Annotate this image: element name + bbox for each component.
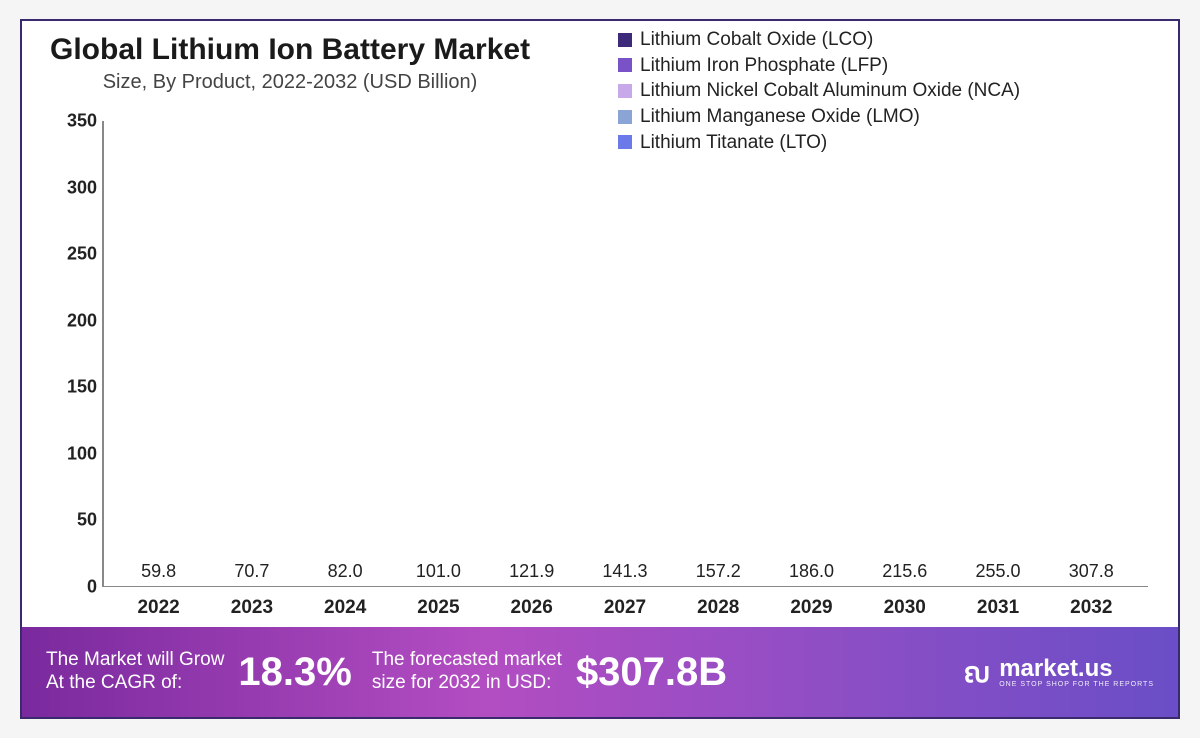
- chart-card: Global Lithium Ion Battery Market Size, …: [20, 19, 1180, 719]
- chart-title: Global Lithium Ion Battery Market: [50, 33, 530, 67]
- y-tick: 350: [47, 111, 97, 132]
- y-axis: 050100150200250300350: [47, 121, 97, 587]
- y-tick: 250: [47, 244, 97, 265]
- x-tick-label: 2026: [497, 597, 567, 619]
- bar-value-label: 82.0: [328, 561, 363, 582]
- y-tick: 50: [47, 510, 97, 531]
- brand-tagline: ONE STOP SHOP FOR THE REPORTS: [999, 681, 1154, 688]
- brand-name: market.us: [999, 657, 1154, 681]
- bar-value-label: 307.8: [1069, 561, 1114, 582]
- plot: 59.8 70.7 82.0 101.0 121.9 141.3 157.2 186.0 215…: [102, 121, 1148, 587]
- x-tick-label: 2023: [217, 597, 287, 619]
- footer-banner: The Market will GrowAt the CAGR of: 18.3…: [22, 627, 1178, 717]
- legend-label: Lithium Nickel Cobalt Aluminum Oxide (NC…: [640, 78, 1020, 104]
- forecast-value: $307.8B: [576, 650, 727, 695]
- legend-label: Lithium Cobalt Oxide (LCO): [640, 27, 873, 53]
- bar-value-label: 186.0: [789, 561, 834, 582]
- bar-value-label: 141.3: [602, 561, 647, 582]
- x-tick-label: 2025: [403, 597, 473, 619]
- legend-swatch: [618, 84, 632, 98]
- legend-swatch: [618, 33, 632, 47]
- brand-text: market.us ONE STOP SHOP FOR THE REPORTS: [999, 657, 1154, 688]
- legend-item: Lithium Nickel Cobalt Aluminum Oxide (NC…: [618, 78, 1158, 104]
- x-tick-label: 2024: [310, 597, 380, 619]
- x-tick-label: 2030: [870, 597, 940, 619]
- brand-logo-icon: ຎ: [964, 649, 990, 695]
- x-tick-label: 2022: [124, 597, 194, 619]
- bar-value-label: 215.6: [882, 561, 927, 582]
- chart-subtitle: Size, By Product, 2022-2032 (USD Billion…: [50, 71, 530, 94]
- bar-value-label: 157.2: [696, 561, 741, 582]
- x-tick-label: 2027: [590, 597, 660, 619]
- y-tick: 300: [47, 177, 97, 198]
- y-tick: 100: [47, 443, 97, 464]
- forecast-block: The forecasted marketsize for 2032 in US…: [372, 649, 727, 695]
- title-block: Global Lithium Ion Battery Market Size, …: [50, 33, 530, 94]
- bar-value-label: 121.9: [509, 561, 554, 582]
- bar-value-label: 70.7: [234, 561, 269, 582]
- legend-label: Lithium Iron Phosphate (LFP): [640, 53, 888, 79]
- chart-area: 050100150200250300350 59.870.782.0101.01…: [102, 121, 1148, 587]
- y-tick: 200: [47, 310, 97, 331]
- bar-value-label: 101.0: [416, 561, 461, 582]
- bar-value-label: 255.0: [975, 561, 1020, 582]
- x-tick-label: 2032: [1056, 597, 1126, 619]
- cagr-label: The Market will GrowAt the CAGR of:: [46, 649, 224, 695]
- cagr-value: 18.3%: [238, 650, 351, 695]
- legend-item: Lithium Iron Phosphate (LFP): [618, 53, 1158, 79]
- x-tick-label: 2028: [683, 597, 753, 619]
- legend-swatch: [618, 58, 632, 72]
- x-tick-label: 2029: [776, 597, 846, 619]
- cagr-block: The Market will GrowAt the CAGR of: 18.3…: [46, 649, 352, 695]
- bars-container: 59.8 70.7 82.0 101.0 121.9 141.3 157.2 186.0 215…: [102, 121, 1148, 587]
- chart-top: Global Lithium Ion Battery Market Size, …: [22, 21, 1178, 627]
- bar-value-label: 59.8: [141, 561, 176, 582]
- y-tick: 150: [47, 377, 97, 398]
- legend-item: Lithium Cobalt Oxide (LCO): [618, 27, 1158, 53]
- forecast-label: The forecasted marketsize for 2032 in US…: [372, 649, 562, 695]
- y-tick: 0: [47, 577, 97, 598]
- brand: ຎ market.us ONE STOP SHOP FOR THE REPORT…: [964, 649, 1154, 695]
- x-tick-label: 2031: [963, 597, 1033, 619]
- x-axis-labels: 2022 2023 2024 2025 2026 2027 2028 2029 2030 2031…: [102, 597, 1148, 619]
